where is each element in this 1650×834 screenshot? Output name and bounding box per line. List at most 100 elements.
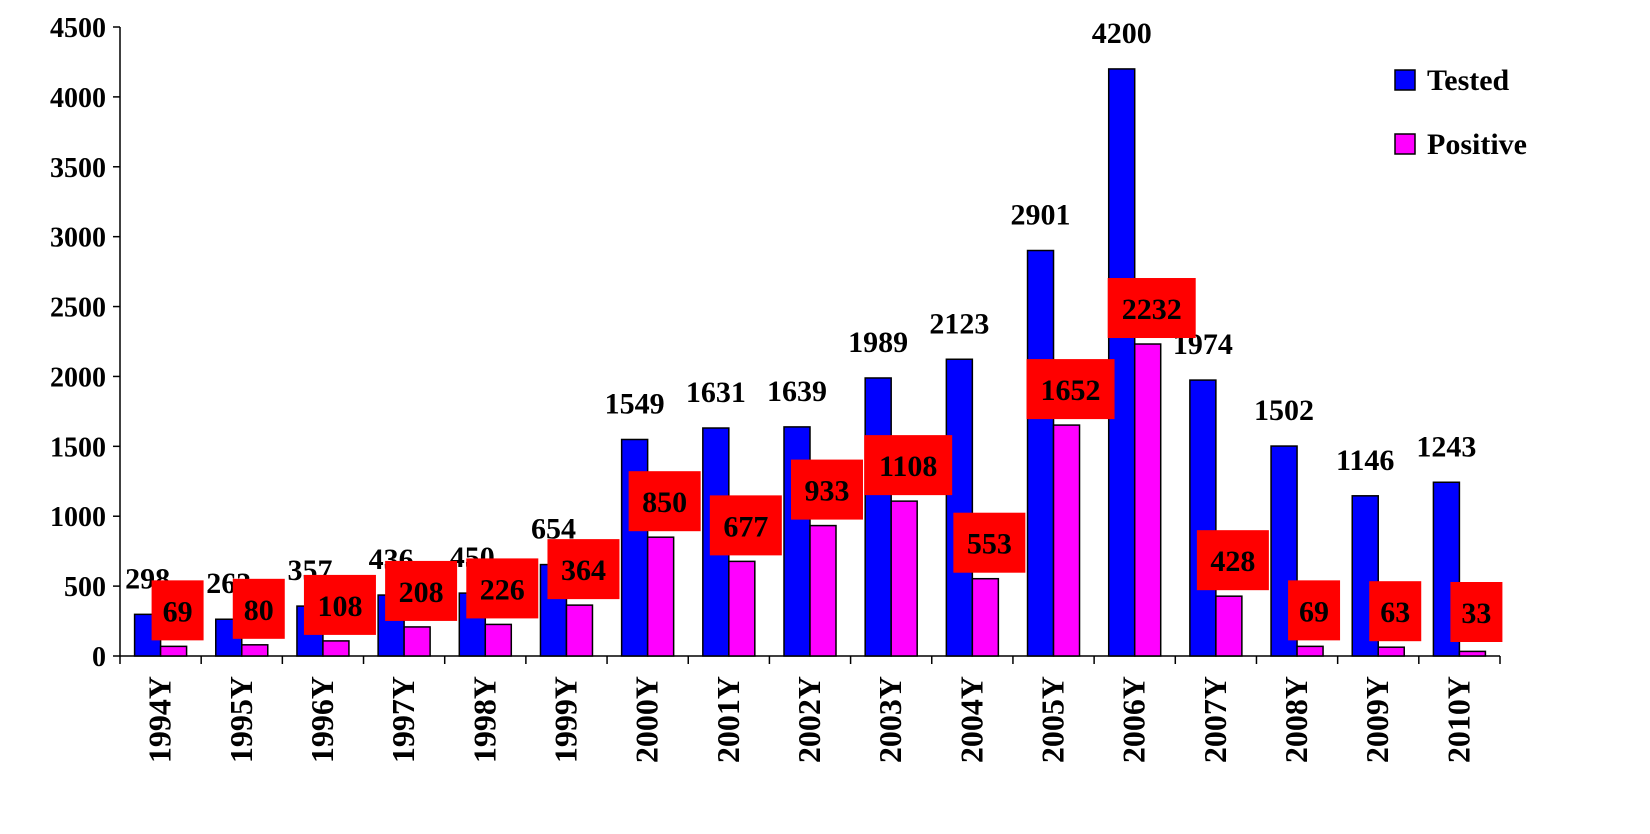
y-tick-label: 4000 bbox=[50, 83, 106, 114]
data-label-positive: 80 bbox=[244, 594, 274, 627]
data-label-positive: 850 bbox=[642, 486, 687, 519]
data-label-positive-box bbox=[151, 580, 204, 641]
data-label-positive-box bbox=[303, 574, 376, 635]
y-tick-label: 500 bbox=[64, 572, 106, 603]
data-label-positive: 1652 bbox=[1041, 374, 1101, 407]
x-tick-label: 1998Y bbox=[466, 676, 502, 763]
data-label-positive-box bbox=[547, 539, 620, 600]
x-tick-label: 2000Y bbox=[629, 676, 665, 763]
data-label-positive: 63 bbox=[1380, 596, 1410, 629]
x-tick-label: 2010Y bbox=[1440, 676, 1476, 763]
data-label-positive-box bbox=[1450, 582, 1503, 642]
x-tick-label: 2008Y bbox=[1278, 676, 1314, 763]
bar-positive bbox=[241, 644, 269, 657]
x-tick-label: 1997Y bbox=[385, 676, 421, 763]
data-label-positive-box bbox=[232, 578, 285, 639]
bar-positive bbox=[1458, 650, 1487, 657]
x-tick-label: 2004Y bbox=[953, 676, 989, 763]
y-tick-label: 2500 bbox=[50, 293, 106, 324]
data-label-positive: 1108 bbox=[879, 450, 937, 483]
bar-positive bbox=[971, 577, 1000, 657]
x-tick-label: 1999Y bbox=[547, 676, 583, 763]
data-label-positive: 2232 bbox=[1122, 293, 1182, 326]
bar-positive bbox=[1377, 646, 1405, 657]
data-label-positive-box bbox=[1196, 530, 1269, 591]
data-label-positive-box bbox=[953, 512, 1026, 573]
bar-positive bbox=[403, 626, 431, 657]
bar-positive bbox=[1052, 424, 1081, 657]
bar-positive bbox=[728, 560, 756, 657]
data-label-positive: 553 bbox=[967, 528, 1012, 561]
x-tick-label: 2009Y bbox=[1359, 676, 1395, 763]
data-label-positive-box bbox=[791, 459, 863, 520]
data-label-positive: 69 bbox=[1299, 595, 1329, 628]
y-tick-label: 3500 bbox=[50, 153, 106, 184]
x-tick-label: 1996Y bbox=[304, 676, 340, 763]
data-label-positive: 428 bbox=[1210, 545, 1255, 578]
axes: 0 500 1000 1500 2000 2500 3000 3500 4000 4500 1994… bbox=[50, 13, 1501, 763]
bar-positive bbox=[890, 500, 918, 657]
legend-label: Tested bbox=[1427, 64, 1510, 97]
bars bbox=[133, 68, 1487, 657]
data-label-positive: 933 bbox=[805, 475, 850, 508]
data-label-positive-box bbox=[1288, 580, 1341, 641]
y-tick-label: 1500 bbox=[50, 432, 106, 463]
data-label-positive-box bbox=[1107, 278, 1196, 339]
data-label-tested: 1631 bbox=[686, 376, 746, 409]
x-tick-label: 2006Y bbox=[1116, 676, 1152, 763]
data-label-positive-box bbox=[1369, 581, 1422, 642]
y-tick-label: 0 bbox=[92, 642, 106, 673]
x-tick-label: 1994Y bbox=[142, 676, 178, 763]
bar-positive bbox=[322, 640, 350, 657]
data-label-positive-box bbox=[864, 435, 953, 496]
data-label-tested: 4200 bbox=[1092, 17, 1152, 50]
data-label-positive: 33 bbox=[1461, 597, 1491, 630]
legend-swatch bbox=[1394, 69, 1416, 91]
x-tick-label: 2002Y bbox=[791, 676, 827, 763]
data-label-positive-box bbox=[385, 560, 458, 621]
data-label-tested: 1146 bbox=[1336, 444, 1394, 477]
bar-positive bbox=[1296, 645, 1324, 657]
x-tick-label: 2003Y bbox=[872, 676, 908, 763]
x-tick-label: 2001Y bbox=[710, 676, 746, 763]
bar-positive bbox=[159, 645, 188, 657]
legend-label: Positive bbox=[1427, 128, 1527, 161]
bar-positive bbox=[809, 524, 837, 657]
bar-positive bbox=[565, 604, 594, 657]
data-label-positive-box bbox=[1026, 359, 1115, 420]
data-label-positive-box bbox=[466, 558, 539, 619]
bar-tested bbox=[945, 358, 974, 657]
y-tick-label: 3000 bbox=[50, 223, 106, 254]
data-label-tested: 2901 bbox=[1011, 199, 1071, 232]
data-label-tested: 1502 bbox=[1254, 394, 1314, 427]
bar-positive bbox=[1215, 595, 1243, 657]
y-tick-label: 2000 bbox=[50, 362, 106, 393]
data-label-tested: 1639 bbox=[767, 375, 827, 408]
data-label-tested: 1989 bbox=[848, 326, 908, 359]
data-label-tested: 1549 bbox=[605, 387, 665, 420]
data-label-positive-box bbox=[709, 495, 782, 556]
data-label-positive: 208 bbox=[399, 576, 444, 609]
x-tick-label: 2005Y bbox=[1035, 676, 1071, 763]
data-label-tested: 2123 bbox=[929, 307, 989, 340]
legend: Tested Positive bbox=[1394, 64, 1527, 161]
data-label-positive: 364 bbox=[561, 554, 606, 587]
y-tick-label: 4500 bbox=[50, 13, 106, 44]
bar-positive bbox=[1133, 343, 1162, 657]
data-label-tested: 1243 bbox=[1416, 430, 1476, 463]
bar-positive bbox=[646, 536, 675, 657]
bar-positive bbox=[484, 623, 513, 657]
bar-tested bbox=[1026, 249, 1055, 657]
data-label-positive-box bbox=[628, 471, 701, 532]
y-tick-label: 1000 bbox=[50, 502, 106, 533]
data-label-positive: 677 bbox=[723, 510, 768, 543]
bar-tested bbox=[1189, 379, 1217, 657]
x-tick-label: 1995Y bbox=[223, 676, 259, 763]
data-label-positive: 108 bbox=[317, 590, 362, 623]
data-label-positive: 69 bbox=[163, 595, 193, 628]
x-tick-label: 2007Y bbox=[1197, 676, 1233, 763]
legend-swatch bbox=[1394, 133, 1416, 155]
